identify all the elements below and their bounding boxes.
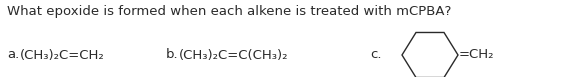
Text: (CH₃)₂C=CH₂: (CH₃)₂C=CH₂: [20, 49, 105, 62]
Text: b.: b.: [166, 49, 178, 62]
Text: What epoxide is formed when each alkene is treated with mCPBA?: What epoxide is formed when each alkene …: [7, 5, 452, 18]
Text: (CH₃)₂C=C(CH₃)₂: (CH₃)₂C=C(CH₃)₂: [179, 49, 288, 62]
Text: =CH₂: =CH₂: [459, 49, 494, 62]
Text: a.: a.: [7, 49, 19, 62]
Text: c.: c.: [370, 49, 381, 62]
